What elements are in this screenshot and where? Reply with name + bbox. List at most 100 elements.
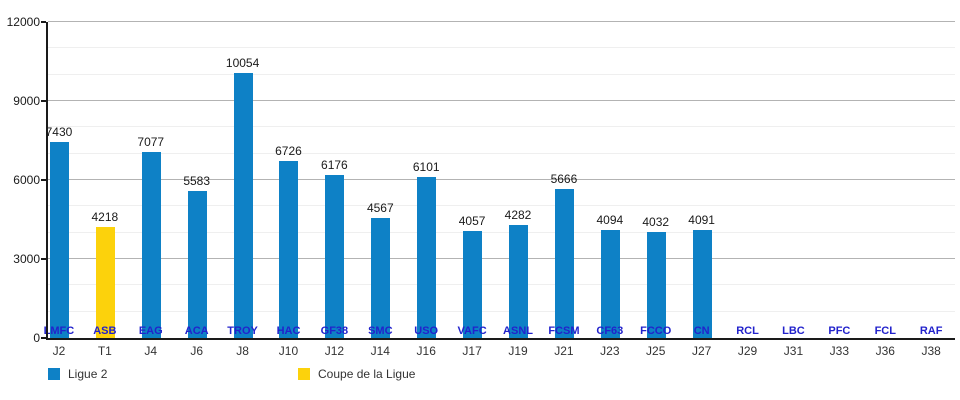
x-axis-label: J25 [646,344,666,358]
bar-J25 [646,232,666,338]
bar-J19 [509,225,529,338]
bar-columns: 7430 LMFC J2 4218 ASB T1 7077 EAG J4 5583 ACA J6 100… [36,22,954,358]
x-axis-label: J8 [236,344,249,358]
category-column: 7077 EAG J4 [128,22,174,358]
bar-J4 [141,152,161,338]
bar-J17 [463,231,483,338]
x-axis-label: T1 [97,344,112,358]
bar-J6 [187,191,207,338]
legend-label: Ligue 2 [68,367,108,381]
legend-swatch-icon [298,368,310,380]
team-label: EAG [138,325,163,337]
major-gridline [48,21,955,22]
team-label: ACA [184,325,209,337]
category-column: 6176 GF38 J12 [311,22,357,358]
bar-value-label: 4567 [366,201,394,215]
category-column: 10054 TROY J8 [220,22,266,358]
y-axis-tick-label: 6000 [13,173,40,187]
team-label: LBC [782,325,805,337]
team-label: CN [693,325,710,337]
x-axis-label: J27 [691,344,712,358]
category-column: RAF J38 [908,22,954,358]
team-label: CF63 [596,325,624,337]
minor-gridline [48,152,955,154]
team-label: VAFC [457,325,487,337]
x-axis-label: J38 [921,344,941,358]
bar-J21 [554,189,574,338]
y-axis-tick-mark [41,258,46,260]
bar-value-label: 5666 [550,172,578,186]
bar-J14 [371,218,391,338]
bar-value-label: 4282 [504,208,532,222]
bar-value-label: 6101 [412,160,440,174]
x-axis-label: J21 [554,344,574,358]
x-axis-label: J23 [600,344,620,358]
bar-J8 [233,73,253,338]
x-axis-label: J29 [737,344,758,358]
y-axis-tick-mark [41,21,46,23]
team-label: ASNL [503,325,533,337]
plot-area [48,21,955,338]
bar-value-label: 4091 [688,213,715,227]
legend-swatch-icon [48,368,60,380]
team-label: RAF [919,325,943,337]
category-column: 5583 ACA J6 [174,22,220,358]
team-label: FCSM [548,325,580,337]
category-column: 4094 CF63 J23 [587,22,633,358]
category-column: LBC J31 [771,22,817,358]
team-label: PFC [828,325,851,337]
y-axis-tick-mark [41,100,46,102]
x-axis-label: J36 [875,344,895,358]
category-column: 4091 CN J27 [679,22,725,358]
bar-value-label: 6726 [275,144,302,158]
team-label: TROY [227,325,258,337]
bar-value-label: 4094 [596,213,624,227]
team-label: RCL [736,325,759,337]
category-column: RCL J29 [725,22,771,358]
x-axis-label: J19 [508,344,528,358]
bar-value-label: 5583 [183,174,211,188]
major-gridline [48,179,955,180]
x-axis-label: J14 [370,344,390,358]
minor-gridline [48,205,955,207]
category-column: 4282 ASNL J19 [495,22,541,358]
bar-J10 [279,161,299,338]
y-axis-tick-label: 0 [33,331,40,345]
y-axis-tick-label: 9000 [13,94,40,108]
x-axis-label: J10 [278,344,299,358]
category-column: 4032 FCCO J25 [633,22,679,358]
team-label: GF38 [320,325,349,337]
category-column: PFC J33 [816,22,862,358]
bar-J27 [692,230,712,338]
bar-value-label: 10054 [225,56,260,70]
y-axis-tick-mark [41,337,46,339]
category-column: 6101 USO J16 [403,22,449,358]
category-column: 7430 LMFC J2 [36,22,82,358]
minor-gridline [48,310,955,312]
minor-gridline [48,73,955,75]
y-axis-tick-mark [41,179,46,181]
minor-gridline [48,231,955,233]
bar-J16 [417,177,437,338]
team-label: USO [414,325,439,337]
team-label: LMFC [43,325,75,337]
category-column: 4057 VAFC J17 [449,22,495,358]
minor-gridline [48,126,955,128]
bar-J2 [49,142,69,338]
x-axis-label: J33 [829,344,850,358]
major-gridline [48,258,955,259]
y-axis-tick-label: 12000 [6,15,40,29]
x-axis-label: J17 [462,344,482,358]
minor-gridline [48,47,955,49]
team-label: ASB [93,325,117,337]
bar-value-label: 4032 [642,215,670,229]
minor-gridline [48,284,955,286]
x-axis-line [46,338,955,340]
bar-value-label: 4057 [458,214,486,228]
y-axis-line [46,22,48,340]
legend-label: Coupe de la Ligue [318,367,416,381]
team-label: FCCO [640,325,672,337]
x-axis-label: J2 [52,344,66,358]
team-label: SMC [368,325,393,337]
bar-value-label: 4218 [91,210,119,224]
